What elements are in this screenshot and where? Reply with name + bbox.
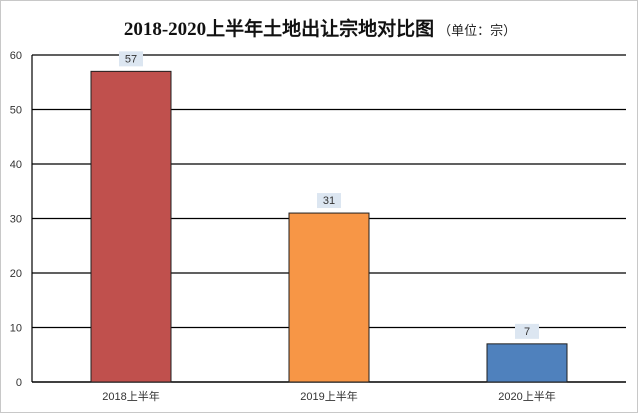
data-label-box xyxy=(317,193,341,209)
data-label-box xyxy=(515,323,539,339)
y-tick-label: 0 xyxy=(16,377,22,389)
data-label: 7 xyxy=(524,326,530,338)
category-labels: 2018上半年 2019上半年 2020上半年 xyxy=(102,389,555,403)
y-tick-label: 40 xyxy=(10,159,22,171)
y-tick-label: 10 xyxy=(10,323,22,335)
y-tick-label: 20 xyxy=(10,268,22,280)
chart-unit: （单位：宗） xyxy=(438,24,517,39)
bar xyxy=(288,212,370,383)
y-axis-ticks: 0 10 20 30 40 50 60 xyxy=(10,50,22,389)
category-label: 2020上半年 xyxy=(498,389,555,403)
data-label-box xyxy=(119,51,143,67)
data-label: 31 xyxy=(323,195,335,207)
bar xyxy=(486,343,568,383)
data-label: 57 xyxy=(125,53,137,65)
category-label: 2019上半年 xyxy=(300,389,357,403)
chart-title: 2018-2020上半年土地出让宗地对比图 xyxy=(123,19,435,40)
bars xyxy=(90,70,568,383)
bar xyxy=(90,70,172,383)
y-tick-label: 60 xyxy=(10,50,22,62)
chart-title-row: 2018-2020上半年土地出让宗地对比图 （单位：宗） xyxy=(0,14,640,41)
data-labels: 57 31 7 xyxy=(119,51,539,339)
y-tick-label: 50 xyxy=(10,105,22,117)
category-label: 2018上半年 xyxy=(102,389,159,403)
y-tick-label: 30 xyxy=(10,214,22,226)
